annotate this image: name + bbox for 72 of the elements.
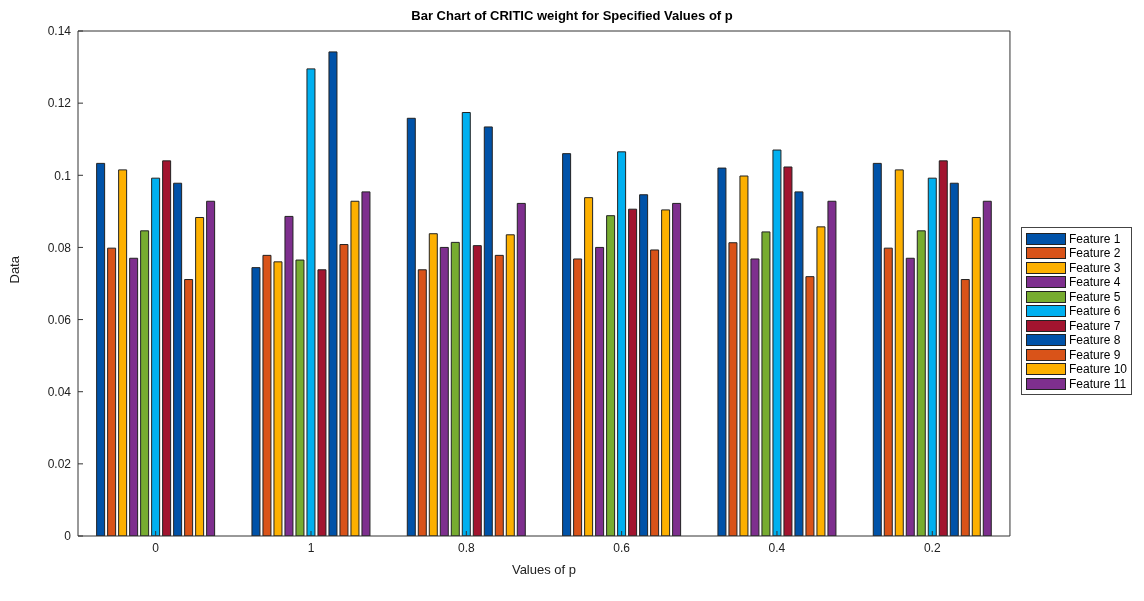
bar xyxy=(184,279,194,536)
legend-label: Feature 2 xyxy=(1068,246,1121,260)
chart-title: Bar Chart of CRITIC weight for Specified Values of p xyxy=(410,8,734,25)
bar xyxy=(971,216,981,536)
bar xyxy=(173,182,183,536)
bar xyxy=(606,215,616,536)
x-axis-title: Values of p xyxy=(511,562,577,577)
bar xyxy=(949,182,959,536)
bar xyxy=(195,216,205,536)
legend-label: Feature 4 xyxy=(1068,275,1121,289)
bar xyxy=(206,200,216,536)
bar xyxy=(562,153,572,536)
bar xyxy=(96,162,106,536)
x-tick-label: 0.6 xyxy=(613,540,631,555)
bar xyxy=(118,169,128,536)
legend-label: Feature 11 xyxy=(1068,376,1127,391)
bar xyxy=(516,202,526,536)
y-tick-label: 0.1 xyxy=(54,168,72,183)
bar xyxy=(439,246,449,536)
y-tick-label: 0.02 xyxy=(47,457,72,472)
bar xyxy=(461,112,471,536)
bar xyxy=(982,200,992,536)
legend-label: Feature 7 xyxy=(1068,318,1121,333)
bar xyxy=(584,197,594,536)
x-tick-label: 1 xyxy=(307,540,315,555)
legend-label: Feature 5 xyxy=(1068,289,1121,304)
y-axis-title: Data xyxy=(6,255,22,284)
bar xyxy=(927,177,937,536)
bar xyxy=(617,151,627,536)
legend-label: Feature 6 xyxy=(1068,304,1121,318)
bar xyxy=(107,247,117,536)
bar xyxy=(960,279,970,536)
bar xyxy=(573,258,583,536)
bar xyxy=(650,249,660,536)
bar xyxy=(483,126,493,536)
bar xyxy=(406,117,416,536)
legend-label: Feature 10 xyxy=(1068,362,1127,376)
x-tick-label: 0 xyxy=(152,540,160,555)
bar xyxy=(672,202,682,536)
bar xyxy=(905,257,915,536)
x-tick-label: 0.2 xyxy=(923,540,941,555)
bar xyxy=(628,208,638,536)
bar xyxy=(661,209,671,536)
bar xyxy=(639,194,649,536)
bar xyxy=(162,160,172,536)
bar xyxy=(450,241,460,536)
bar xyxy=(151,177,161,536)
bar xyxy=(494,254,504,536)
x-tick-label: 0.8 xyxy=(457,540,475,555)
bar xyxy=(505,234,515,536)
bar xyxy=(140,230,150,536)
legend-label: Feature 9 xyxy=(1068,347,1121,362)
legend-label: Feature 1 xyxy=(1068,231,1121,246)
bar xyxy=(883,247,893,536)
y-tick-label: 0.08 xyxy=(47,240,72,255)
bar xyxy=(894,169,904,536)
legend-label: Feature 3 xyxy=(1068,260,1121,275)
bar xyxy=(872,162,882,536)
y-tick-label: 0 xyxy=(64,529,72,544)
y-tick-label: 0.14 xyxy=(47,24,72,39)
bar xyxy=(472,245,482,536)
bar xyxy=(938,160,948,536)
bar xyxy=(417,269,427,536)
y-tick-label: 0.04 xyxy=(47,384,72,399)
bar xyxy=(595,246,605,536)
legend-label: Feature 8 xyxy=(1068,333,1121,347)
y-tick-label: 0.12 xyxy=(47,96,72,111)
bar xyxy=(916,230,926,536)
y-tick-label: 0.06 xyxy=(47,312,72,327)
bar xyxy=(129,257,139,536)
x-tick-label: 0.4 xyxy=(768,540,786,555)
bar xyxy=(428,233,438,536)
